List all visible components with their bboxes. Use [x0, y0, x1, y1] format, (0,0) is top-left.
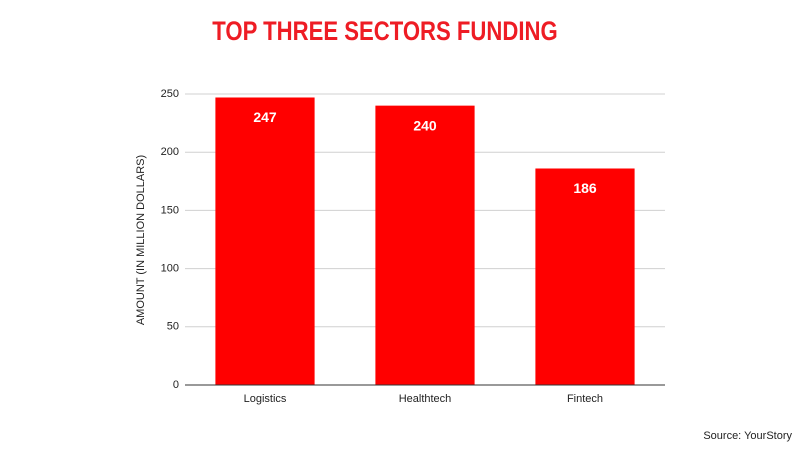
y-tick-label: 250 [161, 88, 179, 100]
bar [215, 97, 315, 385]
value-label: 240 [413, 117, 437, 133]
source-note: Source: YourStory [703, 430, 792, 442]
chart-title: TOP THREE SECTORS FUNDING [212, 17, 557, 47]
value-label: 247 [253, 109, 277, 125]
x-tick-label: Healthtech [399, 393, 452, 405]
bar [375, 105, 475, 385]
y-tick-label: 0 [173, 379, 179, 391]
y-tick-label: 50 [167, 321, 179, 333]
x-tick-label: Logistics [244, 393, 287, 405]
bar [535, 168, 635, 385]
y-tick-label: 100 [161, 263, 179, 275]
y-tick-label: 200 [161, 146, 179, 158]
y-axis-title: AMOUNT (IN MILLION DOLLARS) [135, 155, 147, 325]
x-tick-label: Fintech [567, 393, 603, 405]
value-label: 186 [573, 180, 597, 196]
y-tick-label: 150 [161, 204, 179, 216]
